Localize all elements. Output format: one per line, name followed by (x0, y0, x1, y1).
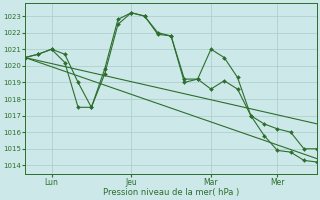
X-axis label: Pression niveau de la mer( hPa ): Pression niveau de la mer( hPa ) (103, 188, 239, 197)
